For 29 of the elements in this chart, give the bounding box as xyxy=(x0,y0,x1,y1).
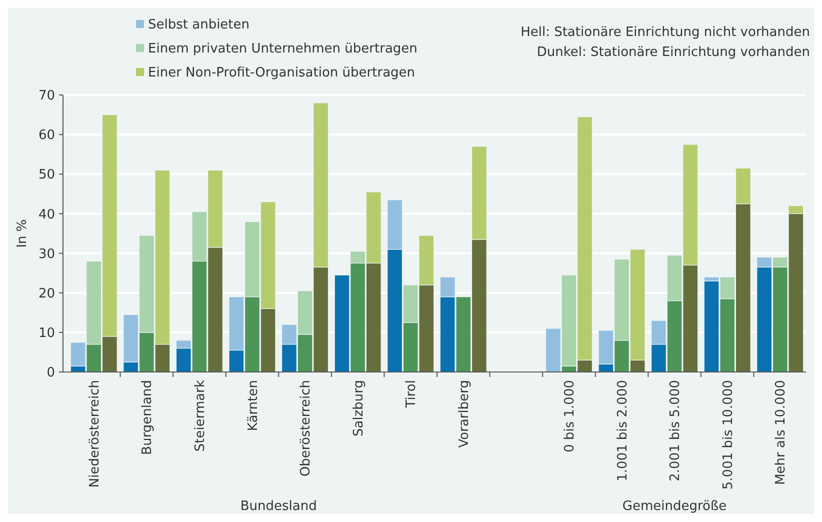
y-tick-label: 40 xyxy=(38,207,55,222)
y-tick-label: 70 xyxy=(38,88,55,104)
x-tick-label: Tirol xyxy=(404,380,420,409)
text: Bundesland xyxy=(240,499,317,514)
x-tick-label: Kärnten xyxy=(246,380,261,431)
y-tick-label: 60 xyxy=(38,128,55,144)
y-axis-title: In % xyxy=(15,219,30,248)
y-tick-label: 50 xyxy=(38,168,55,183)
x-tick-label: Vorarlberg xyxy=(456,380,472,448)
legend-label: Einer Non-Profit-Organisation übertragen xyxy=(148,66,416,81)
y-tick-label: 20 xyxy=(38,286,55,302)
y-tick-label: 0 xyxy=(46,366,55,381)
text: Dunkel: Stationäre Einrichtung vorhanden xyxy=(536,45,810,60)
x-tick-label: 5.001 bis 10.000 xyxy=(720,380,736,490)
text: Gemeindegröße xyxy=(622,499,727,514)
x-tick-label: 0 bis 1.000 xyxy=(562,380,578,452)
x-tick-label: Oberösterreich xyxy=(298,380,314,477)
y-tick-label: 30 xyxy=(38,246,55,262)
legend-label: Selbst anbieten xyxy=(148,18,250,33)
x-tick-label: Steiermark xyxy=(192,380,208,452)
x-tick-label: Salzburg xyxy=(351,380,366,437)
x-tick-label: Burgenland xyxy=(140,380,156,455)
x-tick-label: 1.001 bis 2.000 xyxy=(615,380,630,482)
x-tick-label: Mehr als 10.000 xyxy=(774,380,789,485)
text: Hell: Stationäre Einrichtung nicht vorhanden xyxy=(520,25,810,40)
x-tick-label: 2.001 bis 5.000 xyxy=(668,380,684,482)
x-tick-label: Niederösterreich xyxy=(87,380,102,488)
y-tick-label: 10 xyxy=(38,326,55,341)
legend-label: Einem privaten Unternehmen übertragen xyxy=(148,42,418,57)
